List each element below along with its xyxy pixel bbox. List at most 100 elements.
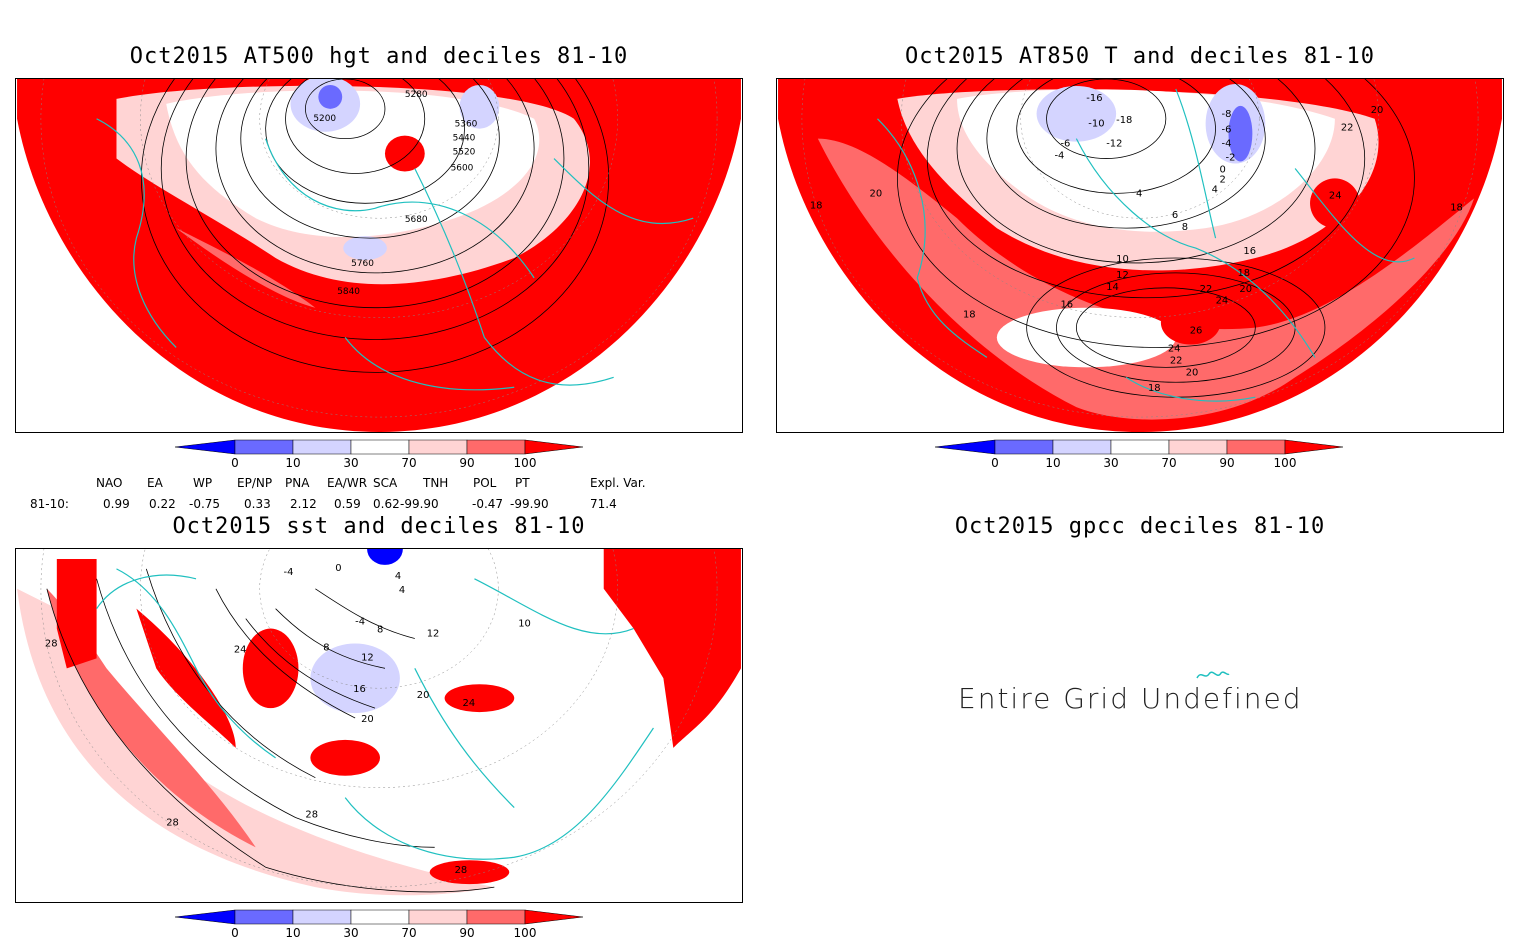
contour-label: 24 (1168, 343, 1181, 354)
map-sst: -4 0 4 -4 8 12 16 20 24 28 28 28 24 20 1… (17, 549, 741, 902)
contour-label: 6 (1172, 210, 1178, 221)
index-header: EA/WR (327, 476, 368, 490)
colorbar-segment (350, 909, 410, 925)
colorbar-tick-label: 30 (1103, 456, 1118, 469)
blue-anomaly-pole (367, 549, 403, 565)
colorbar-segment (292, 439, 352, 455)
contour-label: -12 (1106, 139, 1122, 150)
panel-title-sst: Oct2015 sst and deciles 81-10 (172, 514, 586, 539)
contour-label: -16 (1086, 93, 1102, 104)
red-anomaly-pacific (56, 558, 97, 669)
map-panel-sst: -4 0 4 -4 8 12 16 20 24 28 28 28 24 20 1… (15, 548, 743, 903)
contour-label: 5200 (313, 114, 336, 124)
index-value: 0.62 (373, 497, 400, 511)
colorbar-segment (1110, 439, 1170, 455)
blue-anomaly-north-core (318, 84, 343, 109)
contour-label: 5520 (453, 148, 476, 158)
index-header: EP/NP (237, 476, 273, 490)
colorbar-segment (408, 439, 468, 455)
index-value: 0.59 (334, 497, 361, 511)
red-anomaly-indian (603, 549, 741, 748)
colorbar-segment (1168, 439, 1228, 455)
contour-label: -4 (284, 567, 294, 578)
red-anomaly-gulfstream (242, 628, 299, 709)
contour-label: 20 (1239, 284, 1252, 295)
colorbar-segment (292, 909, 352, 925)
contour-label: 28 (166, 817, 179, 828)
temperature-contours (897, 79, 1415, 398)
contour-label: -10 (1088, 119, 1104, 130)
map-hgt500: 5200 5280 5360 5440 5520 5600 5680 5760 … (17, 79, 741, 432)
red-anomaly-europe (384, 135, 425, 172)
index-header: NAO (96, 476, 123, 490)
colorbar-tick-label: 90 (459, 456, 474, 469)
contour-label: 22 (1341, 123, 1354, 134)
contour-label: -6 (1222, 125, 1232, 136)
contour-label: 8 (1182, 222, 1188, 233)
contour-label: 12 (361, 652, 374, 663)
contour-label: 4 (399, 585, 405, 596)
contour-label: -4 (1222, 139, 1232, 150)
colorbar-tick-label: 10 (1045, 456, 1060, 469)
map-panel-hgt500: 5200 5280 5360 5440 5520 5600 5680 5760 … (15, 78, 743, 433)
contour-label: 18 (963, 310, 976, 321)
colorbar-t850: 0 10 30 70 90 100 (935, 439, 1345, 469)
contour-label: 5680 (405, 215, 428, 225)
colorbar-tick-label: 70 (401, 926, 416, 939)
colorbar-svg: 0 10 30 70 90 100 (935, 439, 1344, 469)
contour-label: 8 (377, 625, 383, 636)
index-header: Expl. Var. (590, 476, 646, 490)
contour-label: 0 (1220, 164, 1226, 175)
red-anomaly-subtropical (310, 739, 380, 776)
pink-anomaly-west (46, 588, 256, 848)
colorbar-segment (994, 439, 1054, 455)
index-row-label: 81-10: (30, 497, 69, 511)
colorbar-tick-label: 30 (343, 456, 358, 469)
colorbar-segment (350, 439, 410, 455)
colorbar-tick-label: 0 (231, 456, 239, 469)
contour-label: 10 (1116, 254, 1129, 265)
index-value: 0.22 (149, 497, 176, 511)
colorbar-arrow-low (175, 439, 236, 455)
contour-label: 22 (1170, 355, 1183, 366)
colorbar-sst: 0 10 30 70 90 100 (175, 909, 585, 939)
contour-label: 16 (1060, 300, 1073, 311)
contour-label: 0 (335, 563, 341, 574)
index-value: -99.90 (400, 497, 439, 511)
contour-label: 12 (427, 629, 440, 640)
contour-label: 28 (455, 865, 468, 876)
contour-label: 20 (361, 714, 374, 725)
graticule (40, 549, 718, 888)
index-value: 0.99 (103, 497, 130, 511)
colorbar-arrow-low (175, 909, 236, 925)
colorbar-svg: 0 10 30 70 90 100 (175, 439, 584, 469)
contour-label: 20 (1371, 105, 1384, 116)
panel-title-t850: Oct2015 AT850 T and deciles 81-10 (904, 44, 1376, 69)
contour-label: -8 (1222, 109, 1232, 120)
contour-label: 16 (353, 684, 366, 695)
contour-label: -4 (1054, 151, 1064, 162)
index-header: PNA (285, 476, 310, 490)
contour-label: 18 (810, 200, 823, 211)
colorbar-tick-label: 90 (1219, 456, 1234, 469)
contour-label: 24 (1329, 190, 1342, 201)
colorbar-segment (466, 439, 526, 455)
blue-anomaly-east-core (1228, 105, 1253, 162)
contour-label: 22 (1200, 284, 1213, 295)
index-value: 71.4 (590, 497, 617, 511)
graticule (801, 79, 1479, 418)
squiggle-mark (1196, 671, 1230, 679)
colorbar-segment (234, 909, 294, 925)
index-value: -0.75 (189, 497, 221, 511)
colorbar-tick-label: 0 (991, 456, 999, 469)
colorbar-hgt500: 0 10 30 70 90 100 (175, 439, 585, 469)
map-t850: -16 -18 -10 -6 -12 -4 -8 -6 -4 -2 0 2 4 … (778, 79, 1502, 432)
colorbar-arrow-high (1284, 439, 1344, 455)
red-anomaly-mideast (1160, 300, 1221, 345)
white-anomaly-south (996, 307, 1176, 368)
index-header: SCA (373, 476, 398, 490)
contour-label: 20 (1186, 367, 1199, 378)
undefined-grid-message: Entire Grid Undefined (958, 682, 1303, 715)
blue-anomaly-atlantic (343, 236, 387, 260)
contour-label: 24 (234, 644, 247, 655)
